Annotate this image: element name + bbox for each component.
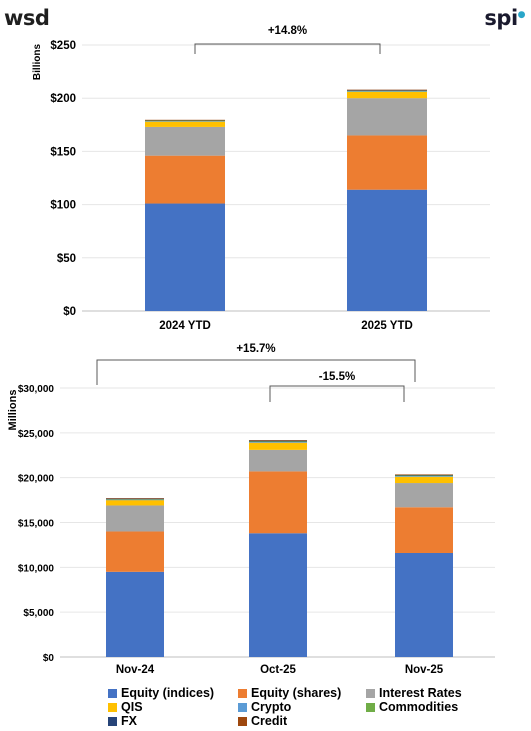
- legend-item-fx: FX: [108, 714, 137, 728]
- bar-segment-equity-shares: [395, 507, 453, 553]
- legend-item-interest-rates: Interest Rates: [366, 686, 462, 700]
- spi-logo-text: spi: [484, 6, 518, 30]
- bar-segment-commodities: [347, 90, 427, 92]
- bar-segment-commodities: [145, 120, 225, 122]
- bar-segment-interest-rates: [347, 98, 427, 136]
- y-axis-label: Billions: [32, 44, 43, 81]
- bar-segment-equity-shares: [249, 471, 307, 534]
- y-tick-label: $0: [63, 306, 76, 318]
- bar-segment-fx: [249, 440, 307, 442]
- legend-swatch: [108, 716, 117, 726]
- legend-swatch: [366, 688, 375, 698]
- bar-segment-credit: [395, 474, 453, 476]
- bar-segment-qis: [145, 121, 225, 127]
- y-tick-label: $25,000: [18, 429, 55, 440]
- y-tick-label: $20,000: [18, 474, 55, 485]
- legend-label: FX: [121, 714, 137, 728]
- legend-item-credit: Credit: [238, 714, 287, 728]
- change-bracket: [194, 43, 381, 54]
- bar-segment-crypto: [395, 476, 453, 477]
- bar-segment-crypto: [106, 499, 164, 501]
- legend-swatch: [238, 702, 247, 712]
- y-tick-label: $5,000: [23, 608, 54, 619]
- bar-segment-credit: [145, 119, 225, 121]
- bar-segment-crypto: [145, 121, 225, 122]
- bar-segment-interest-rates: [249, 449, 307, 472]
- y-tick-label: $150: [50, 146, 76, 158]
- legend-label: Commodities: [379, 700, 459, 714]
- legend-item-commodities: Commodities: [366, 700, 458, 714]
- legend-swatch: [108, 702, 117, 712]
- bar-segment-crypto: [347, 91, 427, 92]
- bar-segment-fx: [106, 498, 164, 500]
- legend-item-crypto: Crypto: [238, 700, 291, 714]
- bar-segment-crypto: [249, 441, 307, 443]
- y-tick-label: $10,000: [18, 563, 55, 574]
- bar-segment-credit: [347, 89, 427, 91]
- y-tick-label: $30,000: [18, 384, 55, 395]
- bar-segment-commodities: [249, 441, 307, 443]
- change-bracket: [269, 385, 405, 402]
- legend-item-equity-indices: Equity (indices): [108, 686, 214, 700]
- bar-segment-equity-indices: [106, 571, 164, 657]
- legend-swatch: [238, 688, 247, 698]
- x-tick-label: Nov-24: [116, 664, 155, 676]
- y-tick-label: $200: [50, 93, 76, 105]
- bar-segment-commodities: [106, 499, 164, 500]
- legend-label: Credit: [251, 714, 288, 728]
- y-tick-label: $100: [50, 200, 76, 212]
- legend-label: Interest Rates: [379, 686, 462, 700]
- legend-label: Equity (shares): [251, 686, 342, 700]
- legend-item-qis: QIS: [108, 700, 143, 714]
- bar-segment-equity-shares: [106, 531, 164, 572]
- wsd-logo: wsd: [4, 6, 50, 30]
- bar-segment-qis: [106, 500, 164, 506]
- bar-segment-interest-rates: [106, 505, 164, 532]
- bar-segment-interest-rates: [395, 483, 453, 508]
- legend-swatch: [366, 702, 375, 712]
- chart-billions: $0 $50 $100 $150 $200 $250 Billions 2024 YTD 202…: [32, 25, 490, 332]
- y-axis-label: Millions: [7, 390, 19, 431]
- legend-swatch: [108, 688, 117, 698]
- change-annotation-label: +15.7%: [236, 343, 275, 355]
- y-tick-label: $250: [50, 40, 76, 52]
- bar-segment-equity-shares: [347, 135, 427, 190]
- bar-segment-equity-indices: [145, 203, 225, 311]
- x-tick-label: 2024 YTD: [159, 320, 211, 332]
- bar-segment-interest-rates: [145, 126, 225, 156]
- y-tick-label: $0: [43, 653, 55, 664]
- bar-segment-qis: [347, 91, 427, 99]
- x-tick-label: Oct-25: [260, 664, 296, 676]
- bar-segment-qis: [249, 442, 307, 450]
- bar-segment-credit: [249, 440, 307, 441]
- change-annotation-label: -15.5%: [319, 371, 355, 383]
- x-tick-label: Nov-25: [405, 664, 444, 676]
- legend-label: QIS: [121, 700, 143, 714]
- change-bracket: [96, 359, 416, 385]
- bar-segment-equity-indices: [395, 552, 453, 657]
- logo-dot-icon: ●: [517, 10, 526, 20]
- spi-logo: spi●: [484, 6, 525, 30]
- bar-segment-fx: [347, 89, 427, 91]
- x-tick-label: 2025 YTD: [361, 320, 413, 332]
- bar-segment-equity-indices: [249, 533, 307, 657]
- legend-label: Crypto: [251, 700, 292, 714]
- legend-swatch: [238, 716, 247, 726]
- bar-segment-fx: [395, 474, 453, 476]
- change-annotation-label: +14.8%: [268, 25, 307, 37]
- bar-segment-equity-shares: [145, 155, 225, 204]
- y-tick-label: $50: [57, 253, 76, 265]
- bar-segment-qis: [395, 476, 453, 484]
- legend-item-equity-shares: Equity (shares): [238, 686, 341, 700]
- chart-millions: $0 $5,000 $10,000 $15,000 $20,000 $25,000 $30,…: [7, 343, 495, 676]
- y-tick-label: $15,000: [18, 519, 55, 530]
- legend-label: Equity (indices): [121, 686, 215, 700]
- bar-segment-commodities: [395, 475, 453, 477]
- bar-segment-equity-indices: [347, 189, 427, 311]
- bar-segment-credit: [106, 498, 164, 499]
